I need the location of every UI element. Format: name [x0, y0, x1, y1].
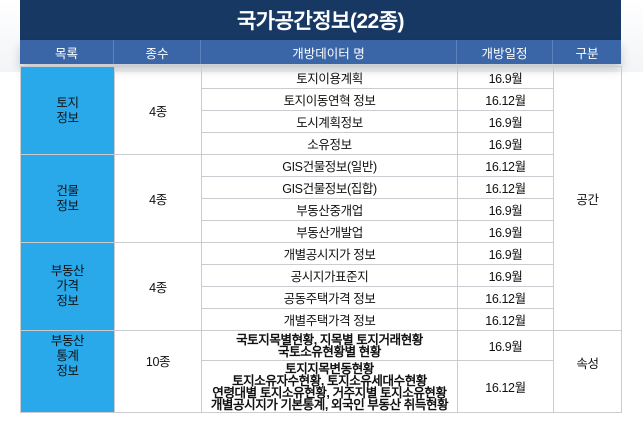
header-count: 종수 [114, 40, 201, 64]
dataset-table: 토지 정보 4종 토지이용계획 16.9월 공간 토지이동연혁 정보 16.12월… [20, 66, 622, 413]
dataset-name: GIS건물정보(일반) [201, 154, 458, 177]
dataset-name: GIS건물정보(집합) [201, 176, 458, 199]
category-cell: 부동산 가격 정보 [20, 242, 115, 331]
table-row: 부동산 가격 정보 4종 개별공시지가 정보 16.9월 [20, 242, 622, 331]
table-header: 목록 종수 개방데이터 명 개방일정 구분 [20, 40, 621, 64]
dataset-name-multiline: 토지지목변동현황 토지소유자수현황, 토지소유세대수현황 연령대별 토지소유현황… [201, 360, 458, 413]
dataset-name: 부동산중개업 [201, 198, 458, 221]
header-type: 구분 [575, 46, 599, 61]
type-cell: 속성 [553, 330, 622, 413]
count-cell: 10종 [114, 330, 202, 413]
table-row: 부동산 통계 정보 10종 국토지목별현황, 지목별 토지거래현황 국토소유현황별 … [20, 330, 622, 413]
page-title: 국가공간정보(22종) [20, 0, 621, 40]
open-date: 16.9월 [457, 132, 554, 155]
open-date: 16.12월 [457, 176, 554, 199]
dataset-name: 도시계획정보 [201, 110, 458, 133]
category-cell: 토지 정보 [20, 66, 115, 155]
dataset-name: 개별공시지가 정보 [201, 242, 458, 265]
table-row: 개별주택가격 정보 16.12월 [21, 308, 622, 331]
open-date: 16.12월 [457, 308, 554, 331]
dataset-name: 개별주택가격 정보 [201, 308, 458, 331]
table-row: 건물 정보 4종 GIS건물정보(일반) 16.12월 [20, 154, 622, 243]
open-date: 16.9월 [457, 264, 554, 287]
header-category: 목록 [20, 40, 114, 64]
open-date: 16.9월 [457, 242, 554, 265]
header-dataset-name: 개방데이터 명 [201, 40, 457, 64]
table-row: 토지이동연혁 정보 16.12월 [21, 88, 622, 111]
dataset-name: 소유정보 [201, 132, 458, 155]
open-date: 16.9월 [457, 198, 554, 221]
table-row: 소유정보 16.9월 [21, 132, 622, 155]
table-row: GIS건물정보(집합) 16.12월 [21, 176, 622, 199]
open-date: 16.12월 [457, 154, 554, 177]
open-date: 16.12월 [457, 88, 554, 111]
type-cell: 공간 [553, 66, 622, 331]
header-open-date: 개방일정 [457, 40, 553, 64]
dataset-name: 공시지가표준지 [201, 264, 458, 287]
count-cell: 4종 [114, 154, 202, 243]
open-date: 16.9월 [457, 220, 554, 243]
open-date: 16.9월 [457, 66, 554, 89]
dataset-name-multiline: 국토지목별현황, 지목별 토지거래현황 국토소유현황별 현황 [201, 330, 458, 361]
dataset-name: 토지이동연혁 정보 [201, 88, 458, 111]
table-row: 토지 정보 4종 토지이용계획 16.9월 공간 [20, 66, 622, 331]
count-cell: 4종 [114, 66, 202, 155]
dataset-name: 토지이용계획 [201, 66, 458, 89]
dataset-name: 부동산개발업 [201, 220, 458, 243]
open-date: 16.9월 [457, 110, 554, 133]
open-date: 16.9월 [457, 330, 554, 361]
table-row: 공동주택가격 정보 16.12월 [21, 286, 622, 309]
dataset-name: 공동주택가격 정보 [201, 286, 458, 309]
category-cell: 건물 정보 [20, 154, 115, 243]
open-date: 16.12월 [457, 360, 554, 413]
category-cell: 부동산 통계 정보 [20, 330, 115, 413]
table-row: 토지지목변동현황 토지소유자수현황, 토지소유세대수현황 연령대별 토지소유현황… [21, 360, 622, 413]
count-cell: 4종 [114, 242, 202, 331]
open-date: 16.12월 [457, 286, 554, 309]
